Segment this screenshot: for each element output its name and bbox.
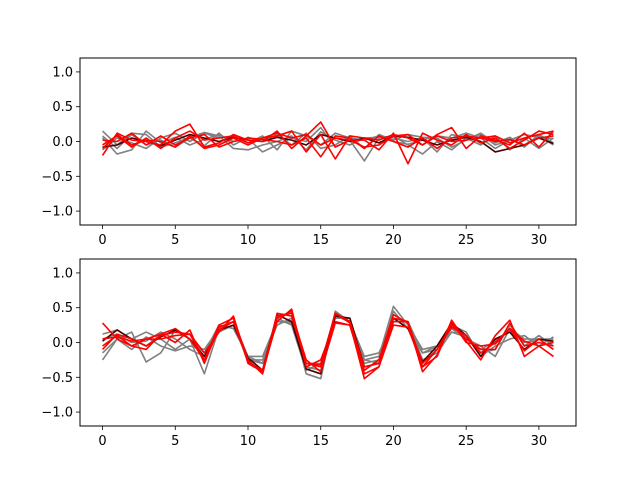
bottom-x-tick-label: 5 — [171, 434, 179, 449]
top-subplot: 0 5 10 15 20 25 30 −1.0 −0.5 0.0 0.5 1.0 — [41, 57, 577, 248]
top-axes-frame — [79, 57, 577, 226]
bottom-x-tick-label: 25 — [458, 434, 475, 449]
bottom-series-group — [101, 305, 554, 380]
bottom-x-ticks: 0 5 10 15 20 25 30 — [98, 426, 547, 449]
top-series-line-5 — [101, 121, 554, 165]
top-x-tick-label: 5 — [171, 233, 179, 248]
bottom-y-ticks: −1.0 −0.5 0.0 0.5 1.0 — [41, 266, 80, 421]
top-x-tick-label: 25 — [458, 233, 475, 248]
top-x-tick-label: 30 — [531, 233, 548, 248]
top-y-tick-label: 0.0 — [52, 135, 73, 150]
top-x-tick-label: 20 — [385, 233, 402, 248]
top-y-tick-label: −1.0 — [41, 205, 73, 220]
bottom-x-tick-label: 0 — [98, 434, 106, 449]
bottom-y-tick-label: 0.0 — [52, 336, 73, 351]
bottom-series-line-7 — [102, 312, 554, 375]
top-x-tick-label: 10 — [240, 233, 257, 248]
bottom-subplot: 0 5 10 15 20 25 30 −1.0 −0.5 0.0 0.5 1.0 — [41, 258, 577, 449]
top-series-group — [101, 121, 555, 165]
top-series-line-2 — [102, 130, 554, 153]
bottom-y-tick-label: −0.5 — [41, 371, 73, 386]
bottom-axes-frame — [79, 258, 577, 427]
bottom-x-tick-label: 20 — [385, 434, 402, 449]
bottom-x-tick-label: 30 — [531, 434, 548, 449]
bottom-y-tick-label: −1.0 — [41, 406, 73, 421]
top-x-ticks: 0 5 10 15 20 25 30 — [98, 225, 547, 248]
top-y-ticks: −1.0 −0.5 0.0 0.5 1.0 — [41, 65, 80, 220]
top-series-line-8 — [101, 130, 554, 150]
top-x-tick-label: 15 — [312, 233, 329, 248]
top-y-tick-label: −0.5 — [41, 170, 73, 185]
top-y-tick-label: 0.5 — [52, 100, 73, 115]
bottom-x-tick-label: 10 — [240, 434, 257, 449]
top-y-tick-label: 1.0 — [52, 65, 73, 80]
bottom-y-tick-label: 1.0 — [52, 266, 73, 281]
bottom-x-tick-label: 15 — [312, 434, 329, 449]
bottom-series-line-8 — [102, 312, 554, 373]
top-x-tick-label: 0 — [98, 233, 106, 248]
bottom-y-tick-label: 0.5 — [52, 301, 73, 316]
